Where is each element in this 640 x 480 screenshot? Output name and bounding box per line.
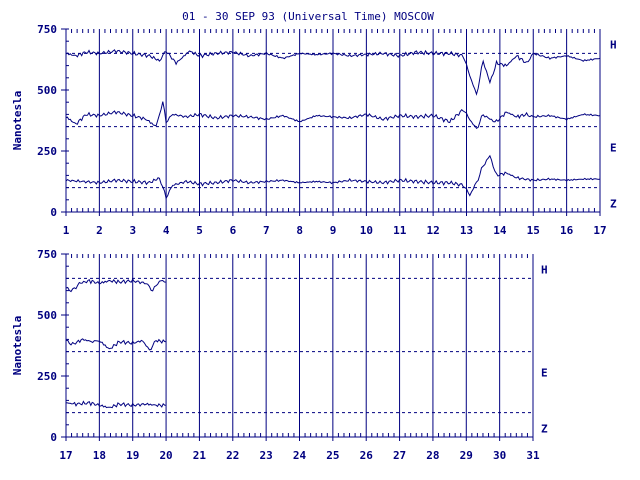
x-tick-label: 7: [263, 224, 270, 237]
y-tick-label: 750: [37, 23, 57, 36]
x-tick-label: 24: [293, 449, 307, 462]
y-axis-label: Nanotesla: [11, 91, 24, 151]
x-tick-label: 12: [427, 224, 440, 237]
series-line-z: [65, 400, 167, 409]
x-tick-label: 8: [296, 224, 303, 237]
x-tick-label: 20: [159, 449, 172, 462]
y-tick-label: 0: [50, 206, 57, 219]
y-tick-label: 250: [37, 370, 57, 383]
y-tick-label: 500: [37, 309, 57, 322]
x-tick-label: 13: [460, 224, 473, 237]
y-axis-label: Nanotesla: [11, 316, 24, 376]
x-tick-label: 25: [326, 449, 339, 462]
series-line-h: [65, 278, 167, 293]
x-tick-label: 2: [96, 224, 103, 237]
x-tick-label: 21: [193, 449, 207, 462]
component-label-h: H: [610, 38, 617, 51]
component-label-z: Z: [541, 423, 548, 436]
y-tick-label: 500: [37, 84, 57, 97]
x-tick-label: 5: [196, 224, 203, 237]
series-line-e: [65, 338, 167, 351]
component-label-z: Z: [610, 198, 617, 211]
x-tick-label: 26: [360, 449, 374, 462]
x-tick-label: 15: [527, 224, 540, 237]
chart-panel-bottom: 17 18 19 20 21 22 23 24 25 26 27 28 29 30 31 0 250 500 750…: [11, 248, 548, 462]
x-tick-label: 16: [560, 224, 574, 237]
component-label-e: E: [610, 142, 617, 155]
x-tick-label: 11: [393, 224, 407, 237]
x-tick-label: 19: [126, 449, 139, 462]
component-label-h: H: [541, 263, 548, 276]
x-tick-label: 30: [493, 449, 506, 462]
component-label-e: E: [541, 367, 548, 380]
x-tick-label: 9: [330, 224, 337, 237]
y-tick-label: 250: [37, 145, 57, 158]
x-tick-label: 23: [260, 449, 273, 462]
series-line-h: [65, 49, 601, 96]
y-tick-label: 0: [50, 431, 57, 444]
series-line-e: [65, 101, 601, 129]
x-tick-label: 17: [59, 449, 72, 462]
x-tick-label: 27: [393, 449, 406, 462]
figure-title: 01 - 30 SEP 93 (Universal Time) MOSCOW: [182, 10, 434, 23]
x-tick-label: 14: [493, 224, 507, 237]
y-tick-label: 750: [37, 248, 57, 261]
x-tick-label: 31: [526, 449, 540, 462]
x-tick-label: 22: [226, 449, 239, 462]
x-tick-label: 10: [360, 224, 373, 237]
chart-panel-top: 1 2 3 4 5 6 7 8 9 10 11 12 13 14 15 16 170250500750Nanot…: [11, 23, 617, 237]
x-tick-label: 4: [163, 224, 170, 237]
x-tick-label: 6: [230, 224, 237, 237]
x-tick-label: 3: [129, 224, 136, 237]
x-tick-label: 17: [593, 224, 606, 237]
x-tick-label: 28: [426, 449, 439, 462]
x-tick-label: 29: [460, 449, 473, 462]
x-tick-label: 18: [93, 449, 106, 462]
x-tick-label: 1: [63, 224, 70, 237]
series-line-z: [65, 154, 601, 200]
